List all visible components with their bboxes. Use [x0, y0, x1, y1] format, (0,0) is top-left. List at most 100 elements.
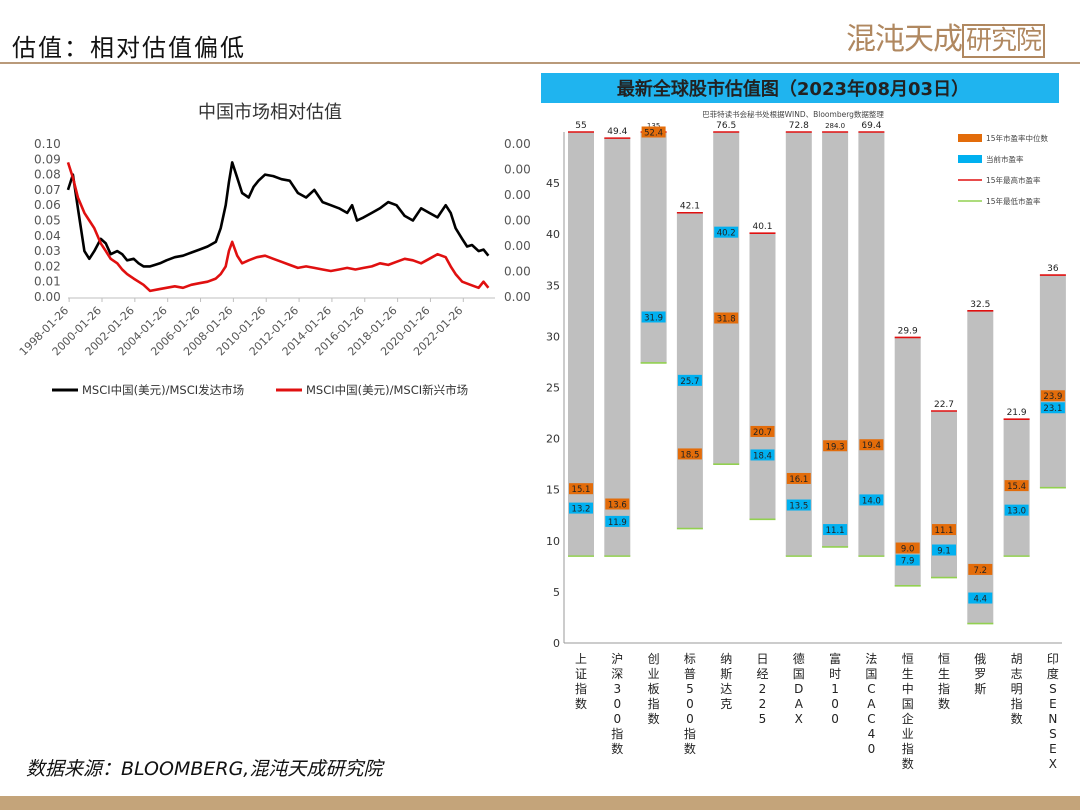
series-line-1 [66, 161, 490, 268]
category-label-char: S [1049, 682, 1057, 696]
category-label-char: 企 [902, 711, 914, 726]
median-marker [750, 425, 775, 437]
category-label-char: 指 [611, 726, 623, 741]
legend-swatch-2 [958, 155, 982, 163]
high-value-label: 36 [1047, 264, 1059, 274]
category-label-char: 4 [868, 727, 876, 741]
category-label-char: C [867, 712, 875, 726]
category-label-char: 德 [793, 651, 805, 666]
category-label-char: 0 [686, 697, 694, 711]
median-value-label: 23.9 [1043, 392, 1062, 402]
range-bar [676, 212, 703, 529]
current-value-label: 25.7 [680, 377, 699, 387]
category-label-char: 富 [829, 651, 841, 666]
category-label-char: 明 [1011, 682, 1023, 696]
current-value-label: 23.1 [1043, 404, 1062, 414]
y-left-tick-label: 0.06 [34, 198, 61, 212]
category-label-char: 0 [613, 712, 621, 726]
category-label-char: 志 [1011, 667, 1023, 681]
category-label-char: 证 [575, 667, 587, 681]
y-tick-label: 25 [546, 382, 560, 395]
category-label-char: 日 [756, 652, 768, 666]
high-value-label: 72.8 [789, 121, 809, 131]
current-marker [859, 494, 884, 506]
y-right-tick-label: 0.00 [504, 265, 531, 279]
y-left-tick-label: 0.02 [34, 259, 61, 273]
legend-label-2: MSCI中国(美元)/MSCI新兴市场 [306, 383, 468, 397]
category-label-char: 斯 [720, 667, 732, 681]
title-divider [0, 62, 1080, 64]
median-value-label: 52.4 [644, 129, 663, 139]
current-value-label: 31.9 [644, 313, 663, 323]
logo-text: 混沌天成 [846, 22, 963, 57]
current-marker [968, 592, 993, 604]
y-left-tick-label: 0.03 [34, 244, 61, 258]
category-label-char: C [867, 682, 875, 696]
category-label-char: E [1049, 742, 1057, 756]
current-value-label: 13.0 [1007, 507, 1026, 517]
category-label-char: 法 [865, 652, 877, 666]
median-marker [677, 448, 702, 460]
current-marker [932, 544, 956, 556]
category-label-char: 印 [1047, 652, 1059, 666]
category-label-char: 国 [865, 667, 877, 681]
y-tick-label: 15 [546, 484, 560, 497]
y-tick-label: 10 [546, 535, 560, 548]
current-value-label: 13.5 [789, 502, 808, 512]
y-tick-label: 30 [546, 330, 560, 343]
category-label-char: X [795, 712, 803, 726]
current-marker [750, 449, 775, 461]
y-left-tick-label: 0.08 [34, 168, 61, 182]
high-value-label: 22.7 [934, 400, 954, 410]
y-tick-label: 0 [553, 637, 560, 650]
current-value-label: 14.0 [862, 496, 881, 506]
current-value-label: 11.1 [826, 526, 845, 536]
high-value-label: 76.5 [716, 121, 736, 131]
y-right-tick-label: 0.00 [504, 188, 531, 202]
current-marker [1004, 504, 1029, 516]
range-bar [967, 310, 994, 624]
category-label-char: S [1049, 727, 1057, 741]
current-value-label: 18.4 [753, 451, 772, 461]
category-label-char: 2 [759, 697, 767, 711]
category-label-char: A [867, 697, 876, 711]
median-marker [968, 563, 993, 575]
current-value-label: 7.9 [901, 557, 915, 567]
category-label-char: 3 [613, 682, 621, 696]
median-value-label: 15.4 [1007, 482, 1026, 492]
high-value-label: 135 [647, 122, 660, 130]
category-label-char: 纳 [720, 652, 732, 666]
logo-boxed-text: 研究院 [962, 24, 1046, 58]
category-label-char: 0 [831, 697, 839, 711]
median-value-label: 16.1 [789, 475, 808, 485]
high-value-label: 69.4 [861, 121, 881, 131]
category-label-char: 生 [902, 667, 914, 681]
median-marker [714, 312, 739, 324]
median-value-label: 31.8 [717, 315, 736, 325]
current-marker [1040, 402, 1065, 414]
category-label-char: 斯 [974, 682, 986, 696]
category-label-char: 业 [902, 727, 914, 741]
current-value-label: 40.2 [717, 229, 736, 239]
category-label-char: 5 [686, 682, 694, 696]
category-label-char: 0 [868, 742, 876, 756]
category-label-char: 指 [575, 681, 587, 696]
category-label-char: 数 [1011, 711, 1023, 726]
category-label-char: 度 [1047, 666, 1059, 681]
category-label-char: 时 [829, 667, 841, 681]
median-marker [605, 498, 630, 510]
category-label-char: 板 [648, 682, 660, 696]
legend-label-4: 15年最低市盈率 [986, 196, 1041, 206]
high-value-label: 55 [575, 121, 586, 131]
category-label-char: 0 [613, 697, 621, 711]
y-tick-label: 40 [546, 228, 560, 241]
range-bar [640, 132, 667, 363]
y-left-tick-label: 0.05 [34, 214, 61, 228]
current-marker [823, 524, 848, 536]
current-marker [605, 515, 630, 527]
range-bar [822, 132, 849, 547]
median-value-label: 9.0 [901, 545, 915, 555]
brand-logo: 混沌天成 研究院 [846, 14, 1046, 58]
high-value-label: 29.9 [898, 326, 918, 336]
y-right-tick-label: 0.00 [504, 163, 531, 177]
